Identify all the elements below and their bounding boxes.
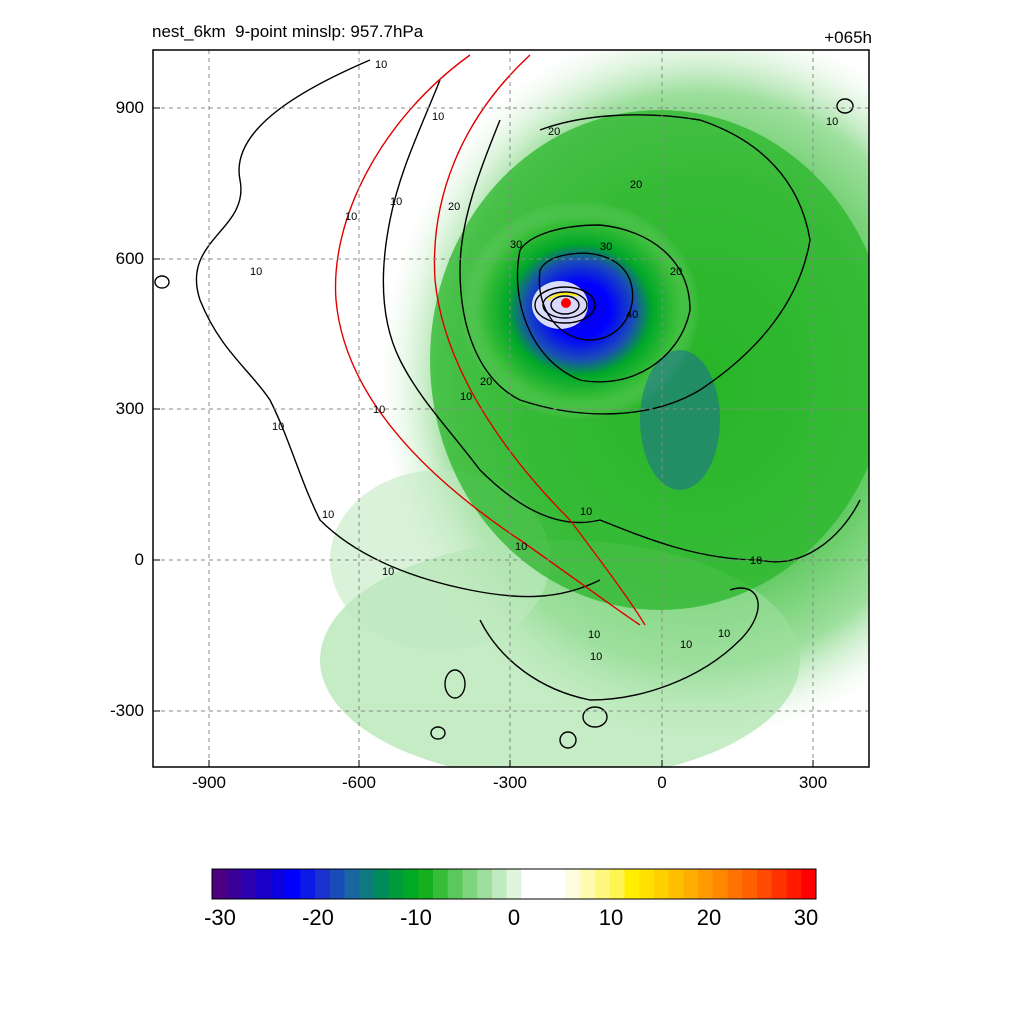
colorbar-tick-label: 30 bbox=[793, 905, 819, 930]
contour-label: 10 bbox=[515, 541, 527, 553]
x-tick-label: 0 bbox=[657, 773, 667, 792]
contour-label: 40 bbox=[626, 309, 638, 321]
colorbar-swatch bbox=[609, 869, 625, 899]
x-tick-label: -900 bbox=[191, 773, 227, 792]
map-title: nest_6km 9-point minslp: 957.7hPa bbox=[152, 22, 424, 41]
colorbar-swatch bbox=[462, 869, 478, 899]
colorbar-swatch bbox=[226, 869, 242, 899]
tick-marks bbox=[153, 107, 814, 767]
colorbar-swatch bbox=[801, 869, 817, 899]
contour-label: 10 bbox=[390, 196, 402, 208]
positive-core bbox=[547, 292, 579, 301]
contour-label: 20 bbox=[670, 266, 682, 278]
contour-label: 10 bbox=[718, 628, 730, 640]
contour-label: 30 bbox=[510, 239, 522, 251]
colorbar-swatch bbox=[256, 869, 272, 899]
contour-label: 10 bbox=[580, 506, 592, 518]
contour-label: 10 bbox=[250, 266, 262, 278]
colorbar-swatch bbox=[329, 869, 346, 899]
contour-label: 20 bbox=[448, 201, 460, 213]
colorbar-swatch bbox=[786, 869, 802, 899]
forecast-hour: +065h bbox=[824, 28, 872, 47]
colorbar-swatch bbox=[388, 869, 405, 899]
colorbar-swatch bbox=[491, 869, 508, 899]
colorbar-tick-label: -10 bbox=[400, 905, 432, 930]
colorbar-tick-label: -20 bbox=[302, 905, 334, 930]
colorbar-tick-label: 20 bbox=[696, 905, 722, 930]
colorbar-swatch bbox=[521, 869, 537, 899]
contour-label: 20 bbox=[548, 126, 560, 138]
colorbar-swatch bbox=[477, 869, 493, 899]
colorbar-swatch bbox=[580, 869, 596, 899]
colorbar-swatch bbox=[624, 869, 640, 899]
colorbar-swatch bbox=[315, 869, 331, 899]
contour-label: 10 bbox=[382, 566, 394, 578]
colorbar-swatch bbox=[742, 869, 758, 899]
colorbar-swatch bbox=[698, 869, 714, 899]
colorbar-tick-label: -30 bbox=[204, 905, 236, 930]
contour-label: 10 bbox=[460, 391, 472, 403]
colorbar-swatch bbox=[683, 869, 699, 899]
contour-lines bbox=[154, 59, 861, 749]
y-tick-label: 300 bbox=[115, 399, 144, 418]
colorbar-swatch bbox=[270, 869, 287, 899]
y-tick-label: 600 bbox=[115, 249, 144, 268]
contour-label: 10 bbox=[826, 116, 838, 128]
y-tick-label: 0 bbox=[134, 550, 144, 569]
storm-center-marker bbox=[561, 298, 571, 308]
contour-label: 10 bbox=[750, 555, 762, 567]
colorbar-swatch bbox=[447, 869, 463, 899]
colorbar-swatch bbox=[374, 869, 390, 899]
colorbar-frame bbox=[211, 868, 817, 900]
colorbar-swatch bbox=[550, 869, 567, 899]
colorbar-tick-label: 0 bbox=[507, 905, 521, 930]
colorbar-swatch bbox=[418, 869, 434, 899]
colorbar-swatch bbox=[241, 869, 257, 899]
contour-label: 10 bbox=[322, 509, 334, 521]
contour-label: 30 bbox=[600, 241, 612, 253]
x-tick-label: -300 bbox=[492, 773, 528, 792]
colorbar-swatch bbox=[536, 869, 552, 899]
colorbar-swatch bbox=[639, 869, 655, 899]
colorbar-swatch bbox=[712, 869, 729, 899]
x-tick-label: -600 bbox=[341, 773, 377, 792]
colorbar-swatch bbox=[432, 869, 449, 899]
contour-label: 10 bbox=[375, 59, 387, 71]
colorbar-swatch bbox=[771, 869, 788, 899]
colorbar-swatch bbox=[285, 869, 301, 899]
colorbar-swatch bbox=[653, 869, 670, 899]
colorbar-tick-label: 10 bbox=[598, 905, 624, 930]
colorbar-swatch bbox=[727, 869, 743, 899]
colorbar-swatch bbox=[565, 869, 581, 899]
contour-label-group: 10 10 20 20 10 20 30 30 20 40 20 10 10 1… bbox=[250, 59, 838, 663]
contour-label: 10 bbox=[373, 404, 385, 416]
y-tick-label: 900 bbox=[115, 98, 144, 117]
x-tick-label: 300 bbox=[798, 773, 828, 792]
colorbar-swatch bbox=[757, 869, 773, 899]
contour-label: 10 bbox=[345, 211, 357, 223]
colorbar-swatch bbox=[403, 869, 419, 899]
y-tick-label: -300 bbox=[109, 701, 144, 720]
contour-label: 10 bbox=[680, 639, 692, 651]
colorbar-swatch bbox=[595, 869, 611, 899]
contour-label: 20 bbox=[630, 179, 642, 191]
colorbar-swatch bbox=[359, 869, 375, 899]
colorbar bbox=[212, 869, 817, 899]
colorbar-swatch bbox=[344, 869, 360, 899]
contour-label: 20 bbox=[480, 376, 492, 388]
contour-label: 10 bbox=[432, 111, 444, 123]
contour-label: 10 bbox=[590, 651, 602, 663]
colorbar-swatch bbox=[668, 869, 684, 899]
colorbar-swatch bbox=[506, 869, 522, 899]
contour-label: 10 bbox=[272, 421, 284, 433]
track-lines bbox=[334, 54, 646, 626]
colorbar-swatch bbox=[300, 869, 316, 899]
colorbar-swatch bbox=[212, 869, 228, 899]
contour-label: 10 bbox=[588, 629, 600, 641]
